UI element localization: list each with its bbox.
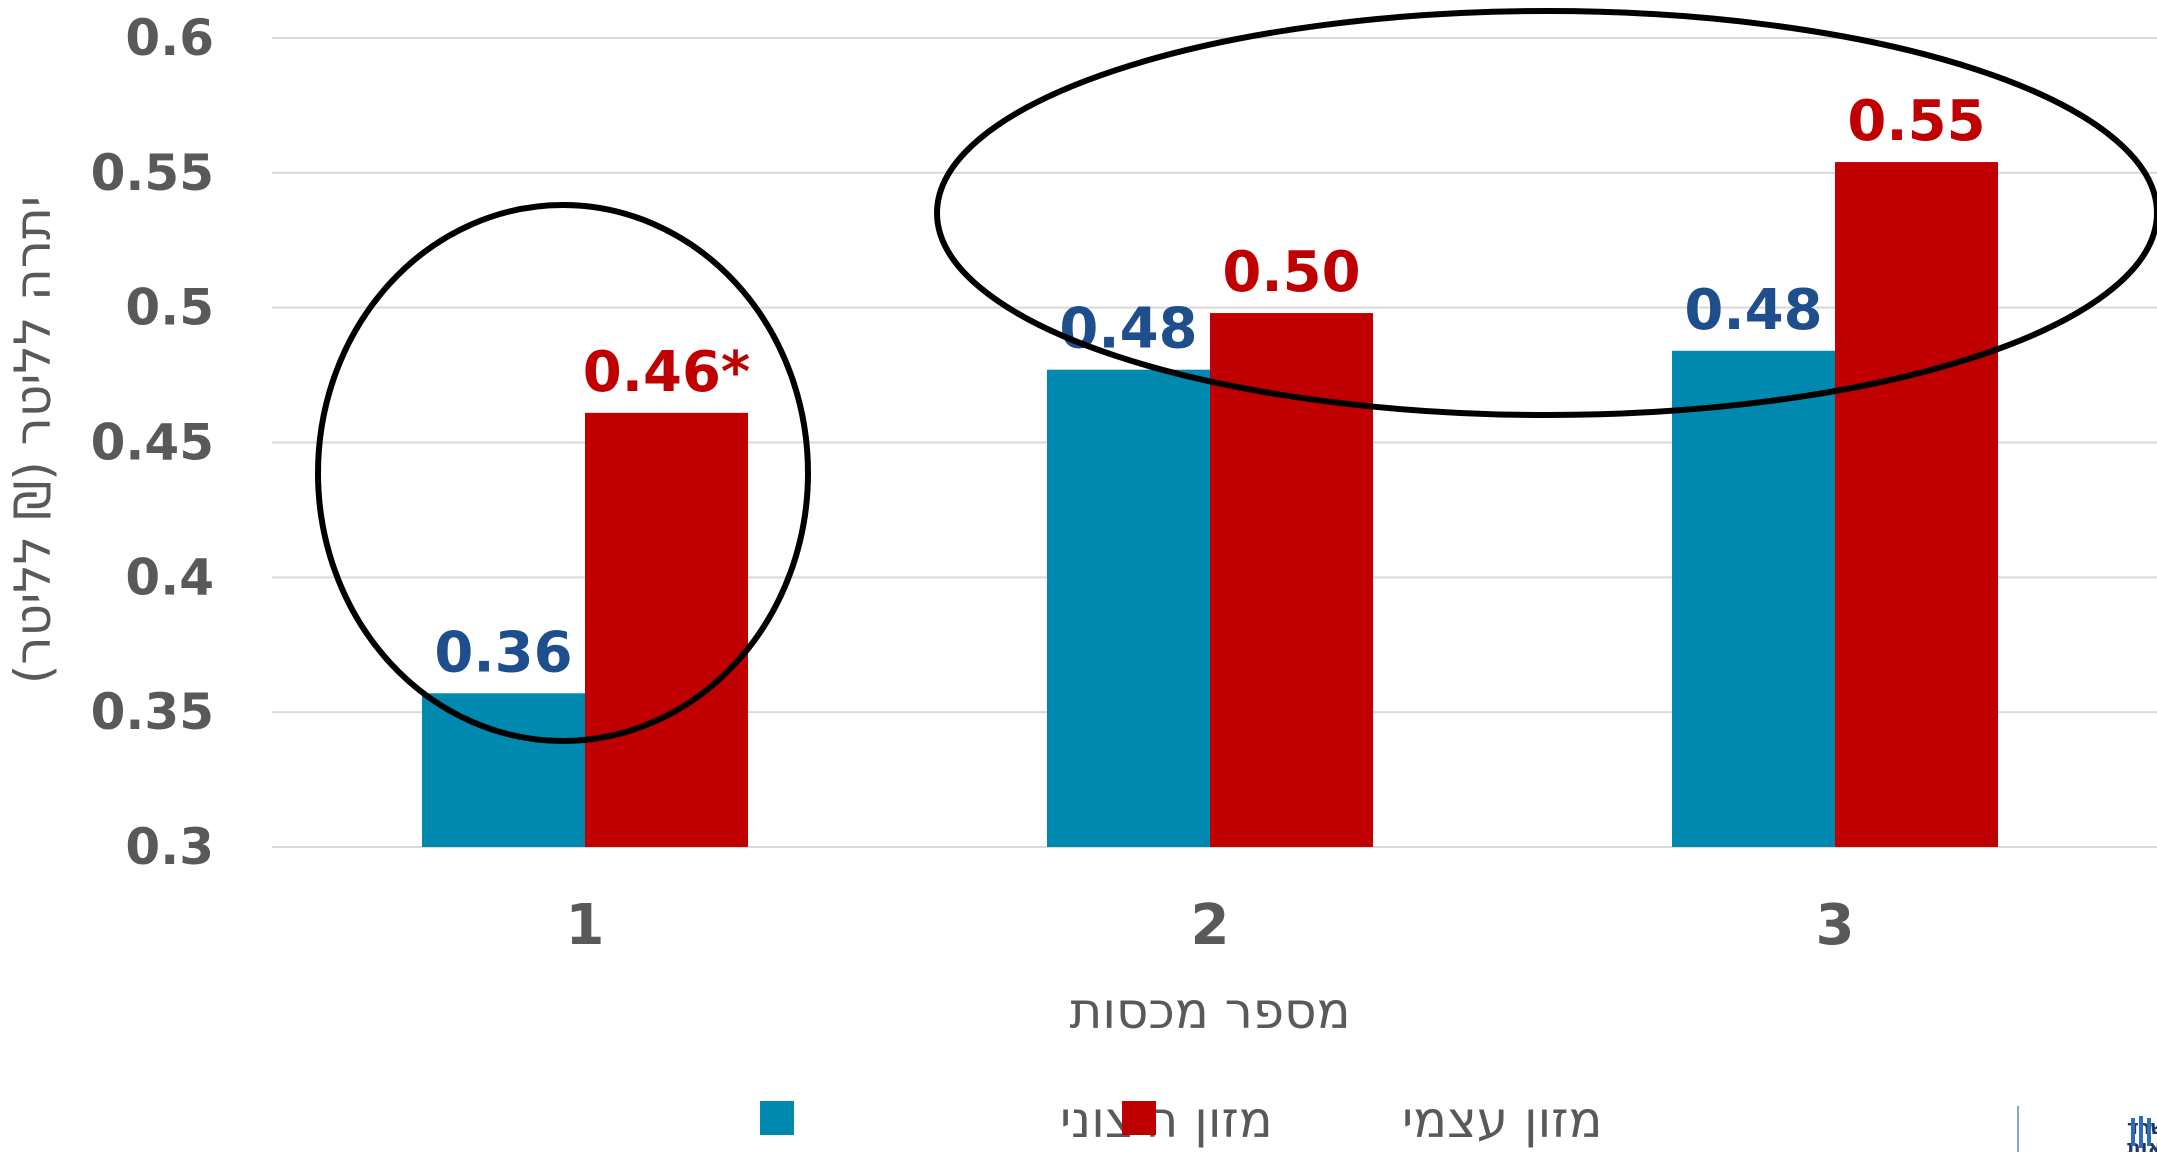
y-tick-label: 0.35 [91,683,214,741]
bar-series-1-cat-2 [1210,313,1373,847]
y-tick-label: 0.6 [125,9,214,67]
y-tick-label: 0.45 [91,414,214,472]
annotation-ellipse-categories-2-3 [934,8,2157,418]
legend-swatch-self [1122,1101,1156,1135]
y-tick-label: 0.3 [125,818,214,876]
legend-label-self: מזון עצמי [1402,1091,1603,1149]
x-tick-label: 1 [566,893,605,958]
bars [422,162,1998,848]
legend: מזון חיצוני מזון עצמי [760,1091,1603,1149]
bar-series-1-cat-1 [585,412,748,847]
data-label-series-1-cat-1: 0.46* [583,340,750,405]
x-axis-title: מספר מכסות [1069,982,1350,1040]
data-labels: 0.36 0.46* 0.48 0.50 0.48 0.55 [434,89,1985,685]
bar-series-0-cat-3 [1672,350,1835,847]
y-tick-label: 0.4 [125,548,214,606]
legend-swatch-external [760,1101,794,1135]
data-label-series-0-cat-1: 0.36 [434,620,572,685]
data-label-series-1-cat-3: 0.55 [1847,89,1985,154]
y-axis-title: יתרה לליטר (₪ לליטר) [4,196,62,684]
ministry-logo: משרד החקלאות [2017,1106,2157,1152]
y-axis-ticks: 0.3 0.35 0.4 0.45 0.5 0.55 0.6 [91,9,214,876]
x-axis-ticks: 1 2 3 [566,893,1855,958]
logo-emblem-icon [2131,1116,2151,1148]
bar-series-0-cat-2 [1047,369,1210,847]
bar-series-0-cat-1 [422,693,585,847]
bar-series-1-cat-3 [1835,162,1998,848]
y-tick-label: 0.5 [125,279,214,337]
x-tick-label: 3 [1816,893,1855,958]
data-label-series-1-cat-2: 0.50 [1222,240,1360,305]
data-label-series-0-cat-3: 0.48 [1684,278,1822,343]
annotation-ellipse-category-1 [315,202,811,744]
x-tick-label: 2 [1191,893,1230,958]
data-label-series-0-cat-2: 0.48 [1059,297,1197,362]
y-tick-label: 0.55 [91,144,214,202]
legend-label-external: מזון חיצוני [1060,1091,1273,1149]
